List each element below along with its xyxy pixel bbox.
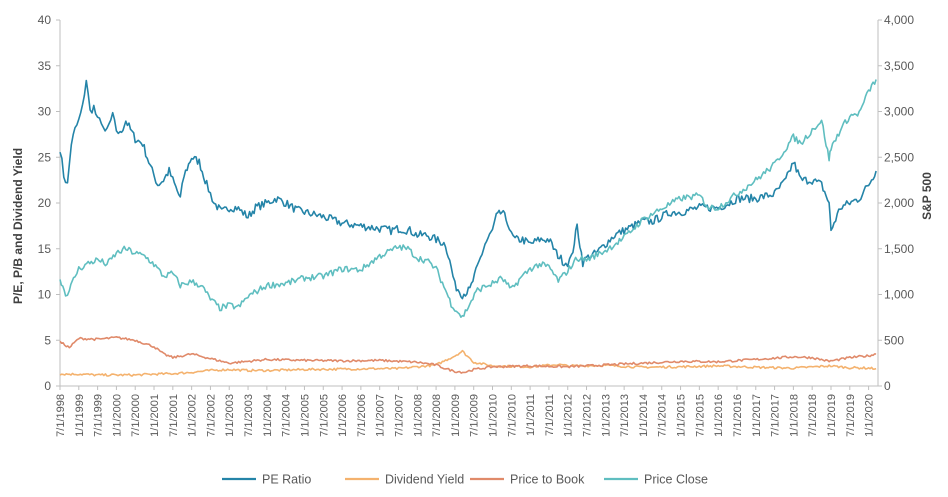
x-tick-label: 1/1/2011 — [525, 394, 537, 436]
x-tick-label: 1/1/2010 — [488, 394, 500, 437]
right-tick-label: 3,500 — [884, 59, 914, 73]
x-tick-label: 7/1/1999 — [93, 394, 105, 437]
series-line-price-close — [59, 79, 877, 319]
tick-labels: 0 5 10 15 20 25 30 35 40 0 500 1,000 1,500 2,000 2,500… — [38, 13, 915, 437]
left-tick-label: 10 — [38, 288, 52, 302]
x-tick-label: 7/1/2018 — [807, 394, 819, 437]
x-tick-label: 1/1/2008 — [412, 394, 424, 437]
left-tick-label: 0 — [44, 379, 51, 393]
x-tick-label: 7/1/2009 — [469, 394, 481, 437]
left-tick-label: 15 — [38, 242, 52, 256]
x-tick-label: 1/1/2000 — [111, 394, 123, 437]
legend-label: Price Close — [644, 473, 708, 487]
x-tick-label: 1/1/2005 — [299, 394, 311, 437]
left-tick-label: 25 — [38, 150, 52, 164]
series-line-price-to-book — [59, 335, 877, 374]
legend-label: Price to Book — [510, 473, 585, 487]
x-tick-label: 7/1/1998 — [55, 394, 67, 437]
x-tick-label: 7/1/2006 — [356, 394, 368, 437]
x-tick-label: 1/1/1999 — [74, 394, 86, 437]
right-tick-label: 2,500 — [884, 150, 914, 164]
x-tick-label: 1/1/2020 — [864, 394, 876, 437]
right-tick-label: 4,000 — [884, 13, 914, 27]
x-tick-label: 7/1/2007 — [393, 394, 405, 437]
x-tick-label: 7/1/2008 — [431, 394, 443, 437]
x-tick-label: 7/1/2010 — [506, 394, 518, 437]
right-tick-label: 1,000 — [884, 288, 914, 302]
x-tick-label: 7/1/2013 — [619, 394, 631, 437]
left-tick-label: 20 — [38, 196, 52, 210]
x-tick-label: 7/1/2014 — [657, 394, 669, 437]
x-tick-label: 1/1/2003 — [224, 394, 236, 437]
left-tick-label: 40 — [38, 13, 52, 27]
left-axis-title: P/E, P/B and Dividend Yield — [11, 148, 25, 304]
x-tick-label: 1/1/2019 — [826, 394, 838, 437]
x-tick-label: 7/1/2002 — [205, 394, 217, 437]
x-tick-label: 7/1/2003 — [243, 394, 255, 437]
right-axis-title: S&P 500 — [920, 172, 934, 220]
x-tick-label: 1/1/2012 — [563, 394, 575, 437]
x-tick-label: 7/1/2016 — [732, 394, 744, 437]
x-tick-label: 1/1/2018 — [788, 394, 800, 437]
x-tick-label: 7/1/2001 — [168, 394, 180, 437]
x-tick-label: 7/1/2019 — [845, 394, 857, 437]
x-tick-label: 7/1/2000 — [130, 394, 142, 437]
axes — [56, 19, 882, 390]
x-tick-label: 1/1/2016 — [713, 394, 725, 437]
x-tick-label: 1/1/2017 — [751, 394, 763, 437]
series-line-dividend-yield — [59, 349, 877, 377]
legend-label: PE Ratio — [262, 473, 311, 487]
x-tick-label: 7/1/2012 — [582, 394, 594, 437]
right-tick-label: 500 — [884, 333, 904, 347]
x-tick-label: 7/1/2015 — [694, 394, 706, 437]
x-tick-label: 1/1/2015 — [676, 394, 688, 437]
x-tick-label: 1/1/2001 — [149, 394, 161, 437]
x-tick-label: 7/1/2011 — [544, 394, 556, 436]
x-tick-label: 1/1/2007 — [375, 394, 387, 437]
legend: PE Ratio Dividend Yield Price to Book Price… — [222, 473, 708, 487]
right-tick-label: 2,000 — [884, 196, 914, 210]
right-tick-label: 0 — [884, 379, 891, 393]
right-tick-label: 3,000 — [884, 105, 914, 119]
x-tick-label: 1/1/2014 — [638, 394, 650, 437]
x-tick-label: 1/1/2006 — [337, 394, 349, 437]
left-tick-label: 30 — [38, 105, 52, 119]
x-tick-label: 1/1/2004 — [262, 394, 274, 437]
series-line-pe-ratio — [59, 79, 877, 300]
x-tick-label: 1/1/2013 — [600, 394, 612, 437]
right-tick-label: 1,500 — [884, 242, 914, 256]
x-tick-label: 7/1/2005 — [318, 394, 330, 437]
left-tick-label: 35 — [38, 59, 52, 73]
x-tick-label: 1/1/2002 — [187, 394, 199, 437]
left-tick-label: 5 — [44, 333, 51, 347]
x-tick-label: 7/1/2004 — [281, 394, 293, 437]
x-tick-label: 1/1/2009 — [450, 394, 462, 437]
series-lines — [59, 79, 877, 377]
x-tick-label: 7/1/2017 — [770, 394, 782, 437]
legend-label: Dividend Yield — [385, 473, 464, 487]
